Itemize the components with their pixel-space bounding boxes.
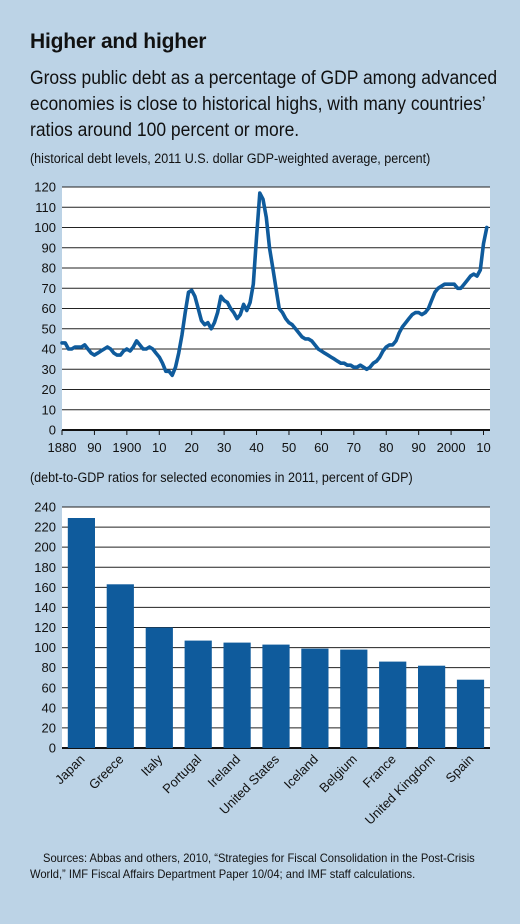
bar-y-tick-label: 160 (34, 580, 56, 595)
bar-category-label: Japan (52, 752, 88, 788)
bar-united-kingdom (418, 665, 446, 748)
line-chart: 0 10 20 30 40 50 60 70 80 90 100 110 120 1880 90 1900 1… (34, 180, 490, 456)
line-y-tick-label: 70 (42, 281, 56, 296)
bar-belgium (340, 649, 368, 748)
bar-category-label: Greece (86, 752, 127, 793)
line-y-tick-label: 60 (42, 301, 56, 316)
line-x-tick-label: 1880 (48, 440, 77, 455)
line-x-tick-label: 90 (87, 440, 101, 455)
bar-chart-note: (debt-to-GDP ratios for selected economi… (30, 470, 413, 485)
bar-chart: 0 20 40 60 80 100 120 140 160 180 200 220 240 JapanG… (34, 500, 490, 828)
line-x-tick-label: 10 (476, 440, 490, 455)
bar-united-states (262, 644, 290, 748)
bar-category-label: United Kingdom (362, 752, 438, 828)
line-y-tick-label: 30 (42, 362, 56, 377)
bar-japan (67, 518, 95, 748)
bar-italy (145, 627, 173, 748)
series-line-debt (60, 191, 489, 378)
line-y-tick-label: 80 (42, 261, 56, 276)
bar-y-tick-label: 240 (34, 500, 56, 515)
bar-iceland (301, 648, 329, 748)
figure-subtitle: Gross public debt as a percentage of GDP… (30, 68, 498, 141)
line-x-tick-label: 90 (411, 440, 425, 455)
line-y-tick-label: 50 (42, 321, 56, 336)
line-x-tick-label: 1900 (112, 440, 141, 455)
bar-y-tick-label: 180 (34, 560, 56, 575)
line-x-tick-label: 70 (347, 440, 361, 455)
figure-title: Higher and higher (30, 30, 207, 53)
bar-y-tick-label: 140 (34, 600, 56, 615)
bar-france (379, 661, 407, 748)
line-x-tick-label: 40 (249, 440, 263, 455)
line-x-tick-label: 60 (314, 440, 328, 455)
bar-category-label: Spain (443, 752, 477, 786)
line-y-tick-label: 20 (42, 382, 56, 397)
line-y-tick-label: 90 (42, 240, 56, 255)
line-x-tick-label: 30 (217, 440, 231, 455)
bar-y-tick-label: 200 (34, 540, 56, 555)
line-y-tick-label: 40 (42, 342, 56, 357)
bar-y-tick-label: 20 (42, 720, 56, 735)
line-x-tick-label: 50 (282, 440, 296, 455)
bar-spain (456, 679, 485, 748)
bar-y-tick-label: 220 (34, 520, 56, 535)
line-chart-note: (historical debt levels, 2011 U.S. dolla… (30, 151, 431, 166)
bar-y-tick-label: 120 (34, 620, 56, 635)
bar-y-tick-label: 0 (49, 741, 56, 756)
line-y-tick-label: 110 (35, 200, 56, 215)
bar-ireland (223, 642, 251, 748)
bar-y-tick-label: 60 (42, 680, 56, 695)
bar-y-tick-label: 40 (42, 700, 56, 715)
bar-category-label: Iceland (281, 752, 321, 792)
line-y-tick-label: 0 (49, 423, 56, 438)
line-x-tick-label: 2000 (437, 440, 466, 455)
line-x-tick-label: 80 (379, 440, 393, 455)
line-y-tick-label: 10 (42, 402, 56, 417)
line-x-tick-label: 10 (152, 440, 166, 455)
bar-greece (106, 584, 134, 748)
source-note: Sources: Abbas and others, 2010, “Strate… (30, 851, 475, 881)
line-y-tick-label: 120 (34, 180, 56, 195)
line-x-tick-label: 20 (184, 440, 198, 455)
bar-category-label: Portugal (159, 751, 204, 796)
bar-category-label: Belgium (316, 752, 360, 796)
bar-category-label: Italy (138, 751, 166, 779)
bar-y-tick-label: 80 (42, 660, 56, 675)
bar-y-tick-label: 100 (34, 640, 56, 655)
bar-portugal (184, 640, 212, 748)
line-y-tick-label: 100 (34, 220, 56, 235)
